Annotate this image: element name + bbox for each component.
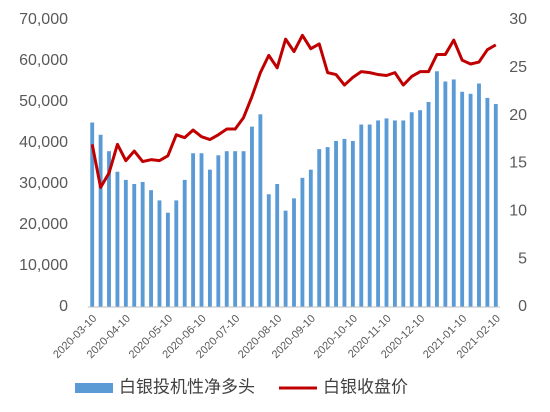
y2-tick-label: 0 (518, 298, 527, 315)
bar (266, 194, 271, 307)
bar (308, 169, 313, 307)
y2-tick-label: 30 (509, 11, 527, 28)
bar (443, 81, 448, 307)
bar (123, 179, 128, 307)
bar (485, 97, 490, 308)
bar (275, 184, 280, 307)
y2-tick-label: 25 (509, 59, 527, 76)
bar (367, 124, 372, 307)
bar (216, 155, 221, 307)
bar (233, 151, 238, 307)
legend-swatch (75, 383, 113, 393)
bar (174, 200, 179, 307)
bar (418, 110, 423, 307)
bar (409, 112, 414, 307)
bar (493, 104, 498, 307)
line (90, 33, 497, 189)
bar (317, 149, 322, 307)
bar (376, 120, 381, 307)
bar (334, 140, 338, 307)
bar (451, 79, 456, 307)
y-tick-label: 0 (59, 298, 68, 315)
legend-label: 白银投机性净多头 (119, 377, 255, 396)
bar (350, 140, 355, 307)
y-tick-label: 20,000 (19, 216, 68, 233)
y2-tick-label: 10 (509, 203, 527, 220)
bar (207, 169, 212, 307)
y-tick-label: 50,000 (19, 93, 68, 110)
bar (258, 114, 263, 307)
y-tick-label: 10,000 (19, 257, 68, 274)
bar (325, 147, 330, 307)
y-tick-label: 40,000 (19, 134, 68, 151)
bar (342, 138, 347, 307)
bar (384, 118, 389, 308)
bar (157, 200, 162, 307)
y2-tick-label: 15 (509, 155, 527, 172)
bar (149, 190, 153, 307)
bar (468, 93, 473, 307)
y-tick-label: 30,000 (19, 175, 68, 192)
bar (250, 126, 254, 307)
bar (241, 151, 246, 307)
bar (460, 91, 465, 307)
bar (359, 124, 364, 307)
y2-tick-label: 5 (518, 250, 527, 267)
y-tick-label: 70,000 (19, 11, 68, 28)
bar (426, 102, 431, 307)
bar (90, 122, 95, 307)
bar (435, 71, 439, 307)
bar (401, 120, 406, 307)
bar (477, 83, 481, 307)
bar (224, 151, 229, 307)
bar (140, 181, 145, 307)
bar (115, 171, 120, 307)
bar (199, 153, 204, 307)
bar (107, 151, 111, 307)
bar (300, 177, 305, 307)
bar (292, 198, 296, 307)
y-tick-label: 60,000 (19, 52, 68, 69)
bar (98, 134, 103, 307)
bar (132, 184, 137, 307)
legend-label: 白银收盘价 (323, 377, 408, 396)
y2-tick-label: 20 (509, 107, 527, 124)
bar (191, 153, 196, 307)
bar (182, 179, 187, 307)
bar (165, 212, 170, 307)
bar (392, 120, 397, 307)
bar (283, 210, 288, 307)
